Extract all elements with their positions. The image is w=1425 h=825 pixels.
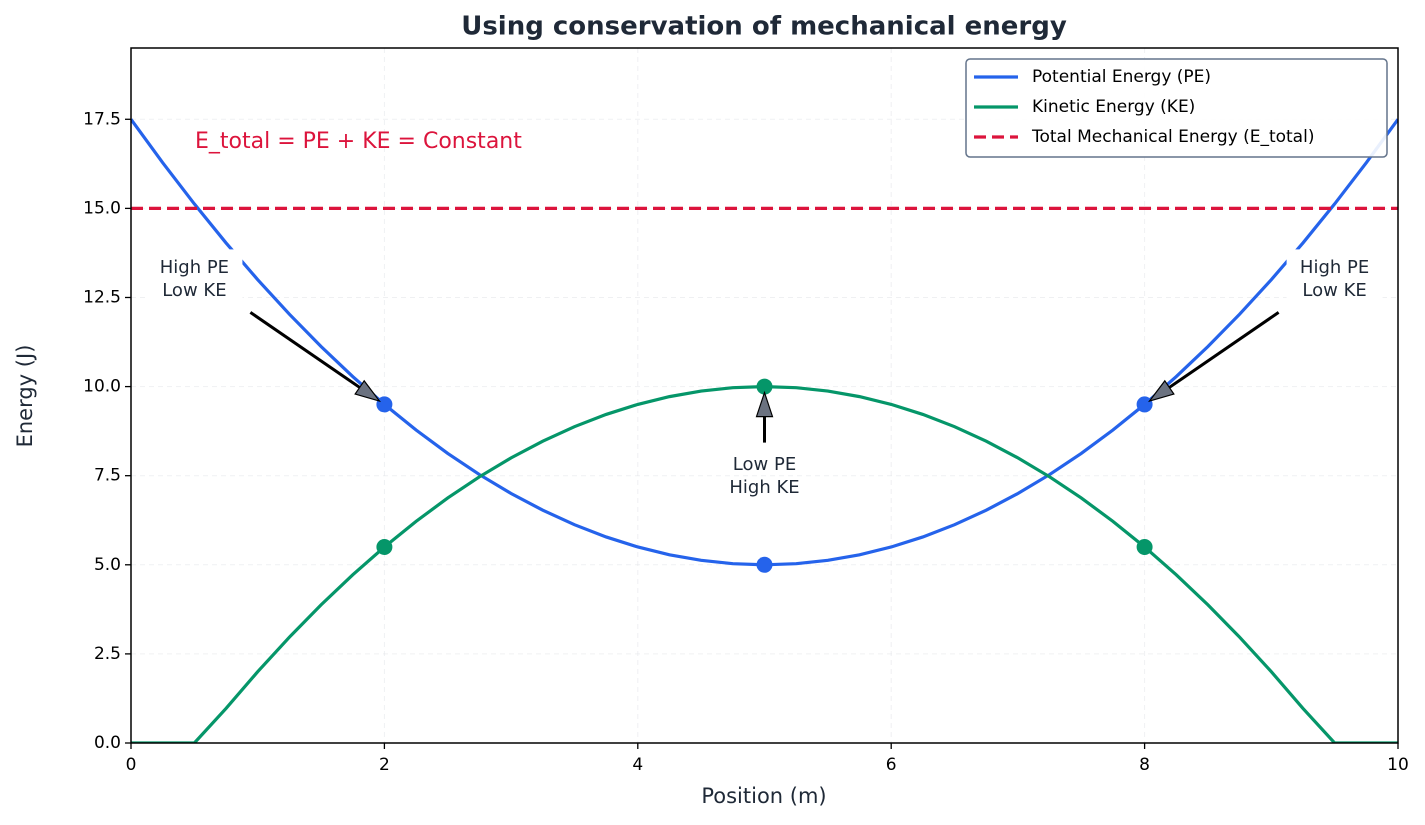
arrow-shaft [1168,311,1280,389]
y-axis-label: Energy (J) [13,345,37,448]
x-tick-label: 6 [886,755,897,775]
marker [1136,396,1153,413]
marker [756,556,773,573]
arrow-head [1147,379,1175,403]
y-tick-label: 5.0 [94,555,121,575]
equation: E_total = PE + KE = Constant [195,129,522,154]
annotation-text: Low PE [733,454,796,475]
x-tick-label: 10 [1387,755,1409,775]
legend-label: Kinetic Energy (KE) [1032,97,1195,117]
marker [756,378,773,395]
annotation-text: High KE [729,477,799,498]
marker [1136,538,1153,555]
y-tick-label: 15.0 [83,198,121,218]
chart-title: Using conservation of mechanical energy [461,12,1067,42]
marker [376,538,393,555]
y-tick-label: 17.5 [83,109,121,129]
annotation-text: High PE [160,257,229,278]
annotation-box [1286,249,1383,310]
plot-frame [130,47,1399,744]
arrow-shaft [249,311,361,389]
legend-box [965,58,1388,158]
y-tick-label: 12.5 [83,287,121,307]
y-tick-label: 2.5 [94,644,121,664]
y-tick-label: 10.0 [83,377,121,397]
arrow-head [755,390,774,418]
marker [376,396,393,413]
x-tick-label: 8 [1139,755,1150,775]
y-tick-label: 0.0 [94,733,121,753]
arrow-head [354,379,382,403]
legend-label: Potential Energy (PE) [1032,67,1211,87]
annotation-box [146,249,243,310]
x-tick-label: 2 [379,755,390,775]
x-axis-label: Position (m) [701,784,826,808]
legend-label: Total Mechanical Energy (E_total) [1031,127,1314,147]
y-tick-label: 7.5 [94,466,121,486]
annotation-text: Low KE [162,280,226,301]
x-tick-label: 4 [632,755,643,775]
x-tick-label: 0 [126,755,137,775]
annotation-text: Low KE [1302,280,1366,301]
annotation-text: High PE [1300,257,1369,278]
